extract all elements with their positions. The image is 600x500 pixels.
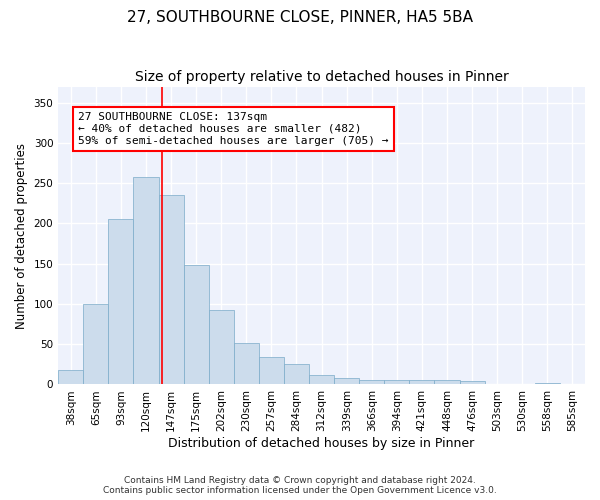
- Bar: [158, 195, 184, 384]
- Bar: [284, 364, 309, 384]
- Bar: [334, 378, 359, 384]
- Bar: [409, 380, 434, 384]
- Bar: [184, 266, 209, 384]
- Bar: [434, 380, 460, 384]
- Text: Contains HM Land Registry data © Crown copyright and database right 2024.
Contai: Contains HM Land Registry data © Crown c…: [103, 476, 497, 495]
- X-axis label: Distribution of detached houses by size in Pinner: Distribution of detached houses by size …: [169, 437, 475, 450]
- Bar: [234, 344, 259, 384]
- Bar: [259, 357, 284, 384]
- Text: 27, SOUTHBOURNE CLOSE, PINNER, HA5 5BA: 27, SOUTHBOURNE CLOSE, PINNER, HA5 5BA: [127, 10, 473, 25]
- Bar: [385, 380, 409, 384]
- Bar: [133, 176, 158, 384]
- Bar: [460, 381, 485, 384]
- Bar: [109, 220, 133, 384]
- Bar: [58, 370, 83, 384]
- Bar: [359, 380, 385, 384]
- Bar: [535, 383, 560, 384]
- Text: 27 SOUTHBOURNE CLOSE: 137sqm
← 40% of detached houses are smaller (482)
59% of s: 27 SOUTHBOURNE CLOSE: 137sqm ← 40% of de…: [78, 112, 389, 146]
- Y-axis label: Number of detached properties: Number of detached properties: [15, 142, 28, 328]
- Title: Size of property relative to detached houses in Pinner: Size of property relative to detached ho…: [135, 70, 508, 84]
- Bar: [209, 310, 234, 384]
- Bar: [309, 375, 334, 384]
- Bar: [83, 304, 109, 384]
